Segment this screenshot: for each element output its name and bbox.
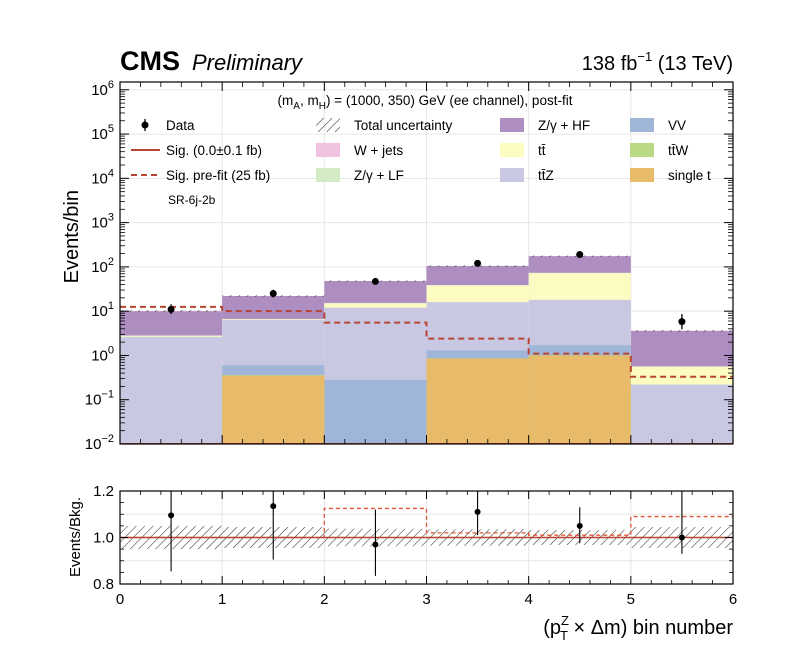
data-point [678,318,686,326]
data-point [576,251,584,259]
legend-entry-signal-postfit: Sig. (0.0±0.1 fb) [131,143,262,158]
main-axis-ticks: 10−2 10−1 100 101 102 103 104 105 106 [85,79,733,453]
lumi-label: 138 fb−1 (13 TeV) [582,49,733,75]
x-tick-label: 5 [627,591,635,608]
legend-entry-signal-prefit: Sig. pre-fit (25 fb) [131,168,270,183]
ratio-signal-lines [120,507,733,539]
background-stack [120,256,733,444]
x-tick-label: 4 [524,591,532,608]
legend-entry-ttbar: tt̄ [500,143,546,158]
ratio-data-points [168,491,685,576]
ratio-data-point [168,512,175,519]
legend-entry-zlf: Z/γ + LF [316,168,404,183]
ratio-y-tick-label: 1.0 [93,530,114,547]
svg-text:tt̄: tt̄ [538,143,546,158]
stack-bar-singlet [528,355,631,444]
ratio-y-tick-label: 1.2 [93,483,114,500]
signal-prefit-line [120,305,733,378]
ratio-axis-ticks: 0.8 1.0 1.2 0 1 2 3 4 5 6 [93,483,737,608]
stack-bar-vv [324,379,427,444]
data-point [474,259,482,267]
stack-bar-singlet [222,375,325,444]
uncertainty-bar [630,329,733,332]
y-tick-label: 106 [91,79,114,99]
stack-bar-singlet [426,358,529,444]
svg-text:VV: VV [668,118,686,133]
legend-entry-ttw: tt̄W [630,143,689,158]
stack-bar-ttz [120,337,223,444]
svg-text:tt̄W: tt̄W [668,143,689,158]
svg-text:single t: single t [668,168,711,183]
ratio-data-point [372,541,379,548]
ratio-y-axis-label: Events/Bkg. [67,497,84,577]
plot-title: (mA, mH) = (1000, 350) GeV (ee channel),… [278,93,573,112]
data-point [371,277,379,285]
svg-text:W + jets: W + jets [354,143,403,158]
y-tick-label: 105 [91,123,114,143]
y-tick-label: 101 [91,300,114,320]
main-signal-lines [120,305,733,444]
x-tick-label: 0 [116,591,124,608]
ratio-data-point [576,522,583,529]
preliminary-label: Preliminary [192,50,304,75]
ratio-data-point [270,503,277,510]
svg-text:Z/γ + HF: Z/γ + HF [538,118,590,133]
x-tick-label: 3 [422,591,430,608]
main-y-axis-label: Events/bin [61,190,83,283]
ratio-data-point [678,534,685,541]
region-label: SR-6j-2b [168,193,216,207]
legend-entry-singlet: single t [630,168,711,183]
x-axis-label: (pZ T × Δm) bin number [543,613,733,643]
svg-text:Total uncertainty: Total uncertainty [354,118,453,133]
stack-bar-ttz [630,384,733,444]
cms-label: CMS [120,46,180,76]
data-point [269,290,277,298]
x-tick-label: 6 [729,591,737,608]
svg-text:tt̄Z: tt̄Z [538,168,554,183]
main-data-points [167,251,686,330]
y-tick-label: 10−1 [85,389,114,409]
y-tick-label: 104 [91,167,114,187]
y-tick-label: 103 [91,212,114,232]
legend-entry-wjets: W + jets [316,143,403,158]
svg-text:Sig. (0.0±0.1 fb): Sig. (0.0±0.1 fb) [166,143,262,158]
legend-entry-zhf: Z/γ + HF [500,118,590,133]
legend-entry-total-uncertainty: Total uncertainty [316,118,453,133]
ratio-data-point [474,508,481,515]
ratio-y-tick-label: 0.8 [93,576,114,593]
svg-text:Sig. pre-fit (25 fb): Sig. pre-fit (25 fb) [166,168,270,183]
y-tick-label: 100 [91,344,114,364]
legend-entry-vv: VV [630,118,686,133]
legend-entry-data: Data [141,118,195,133]
svg-text:Z/γ + LF: Z/γ + LF [354,168,404,183]
x-tick-label: 2 [320,591,328,608]
svg-text:Data: Data [166,118,195,133]
legend: Data Sig. (0.0±0.1 fb) Sig. pre-fit (25 … [131,118,711,207]
y-tick-label: 10−2 [85,433,114,453]
legend-entry-ttz: tt̄Z [500,168,554,183]
data-point [167,305,175,313]
x-tick-label: 1 [218,591,226,608]
y-tick-label: 102 [91,256,114,276]
